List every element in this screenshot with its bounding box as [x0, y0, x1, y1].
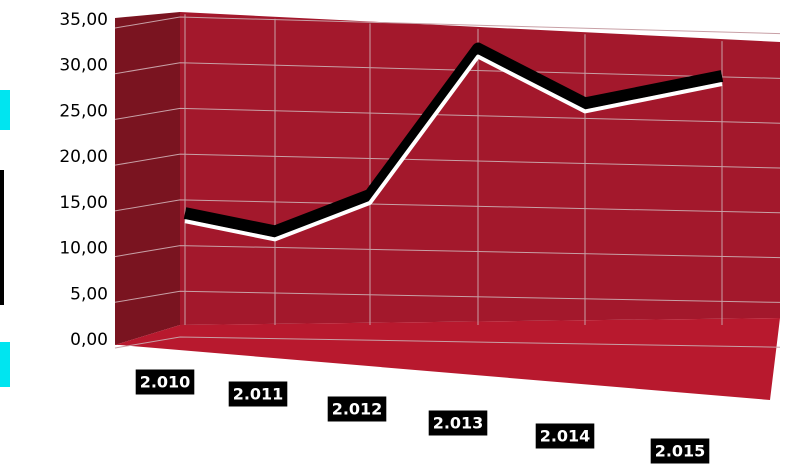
- y-tick-label: 15,00: [59, 193, 108, 213]
- y-tick-label: 5,00: [70, 284, 108, 304]
- x-tick-label: 2.015: [655, 442, 706, 461]
- y-tick-label: 30,00: [59, 56, 108, 76]
- x-tick-label: 2.013: [433, 414, 484, 433]
- x-tick-background: [135, 369, 195, 395]
- y-tick-label: 10,00: [59, 239, 108, 259]
- x-tick: 2.011: [228, 381, 288, 407]
- x-tick-background: [327, 396, 387, 422]
- plot: [183, 42, 724, 242]
- x-tick: 2.010: [135, 369, 195, 395]
- y-tick-label: 35,00: [59, 10, 108, 30]
- x-tick: 2.013: [428, 410, 488, 436]
- x-tick: 2.014: [535, 423, 595, 449]
- x-tick-label: 2.010: [140, 373, 191, 392]
- grid-line: [114, 199, 781, 214]
- y-tick-label: 25,00: [59, 101, 108, 121]
- side-wall: [115, 12, 180, 345]
- x-tick: 2.012: [327, 396, 387, 422]
- x-tick-background: [650, 438, 710, 464]
- x-tick-background: [535, 423, 595, 449]
- y-tick-label: 20,00: [59, 147, 108, 167]
- x-tick-background: [428, 410, 488, 436]
- edge-artifact: [0, 342, 10, 387]
- grid-line: [114, 107, 781, 124]
- edge-artifact: [0, 170, 4, 305]
- x-tick: 2.015: [650, 438, 710, 464]
- grid-line: [114, 153, 781, 169]
- line: [184, 54, 723, 242]
- grid-line: [114, 290, 781, 303]
- y-tick-label: 0,00: [70, 330, 108, 350]
- floor: [115, 318, 780, 400]
- line-shadow: [183, 42, 724, 238]
- grid-line: [114, 16, 781, 35]
- x-tick-label: 2.014: [540, 427, 591, 446]
- grid-line: [114, 245, 781, 259]
- grid-line: [114, 336, 781, 349]
- edge-artifact: [0, 90, 10, 130]
- grid-line: [114, 62, 781, 79]
- x-tick-background: [228, 381, 288, 407]
- grid: [114, 14, 781, 349]
- x-tick-label: 2.012: [332, 400, 383, 419]
- x-tick-label: 2.011: [233, 385, 284, 404]
